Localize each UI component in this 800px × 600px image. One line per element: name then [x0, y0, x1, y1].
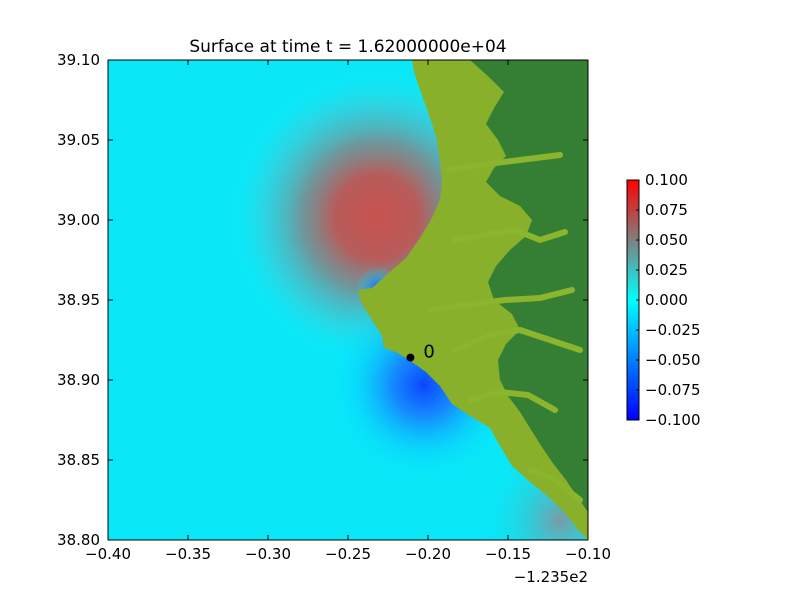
x-tick-label: −0.40 — [85, 545, 131, 563]
x-tick-label: −0.10 — [565, 545, 611, 563]
gauge-marker[interactable] — [406, 353, 415, 362]
colorbar-ticks: 0.100 0.075 0.050 0.025 0.000 −0.025 −0.050 −0.… — [636, 171, 701, 429]
x-tick-label: −0.35 — [165, 545, 211, 563]
colorbar-tick-label: 0.000 — [645, 291, 688, 309]
colorbar-tick-label: −0.025 — [645, 321, 701, 339]
land-upland — [470, 60, 588, 512]
y-tick-label: 39.00 — [57, 211, 100, 229]
colorbar-tick-label: 0.050 — [645, 231, 688, 249]
x-offset-label: −1.235e2 — [514, 568, 588, 586]
plot-area: 0 — [108, 60, 588, 540]
y-axis: 39.10 39.05 39.00 38.95 38.90 38.85 38.80 — [57, 51, 588, 549]
y-tick-label: 39.05 — [57, 131, 100, 149]
colorbar: 0.100 0.075 0.050 0.025 0.000 −0.025 −0.050 −0.… — [626, 171, 701, 429]
y-tick-label: 38.85 — [57, 451, 100, 469]
x-tick-label: −0.25 — [325, 545, 371, 563]
colorbar-tick-label: 0.025 — [645, 261, 688, 279]
x-tick-label: −0.15 — [485, 545, 531, 563]
chart-title: Surface at time t = 1.62000000e+04 — [189, 37, 506, 57]
colorbar-tick-label: 0.100 — [645, 171, 688, 189]
gauge-label: 0 — [423, 342, 434, 363]
x-axis: −0.40 −0.35 −0.30 −0.25 −0.20 −0.15 −0.10 — [85, 60, 611, 563]
y-tick-label: 38.80 — [57, 531, 100, 549]
colorbar-tick-label: −0.075 — [645, 381, 701, 399]
colorbar-tick-label: −0.100 — [645, 411, 701, 429]
y-tick-label: 38.90 — [57, 371, 100, 389]
y-tick-label: 38.95 — [57, 291, 100, 309]
colorbar-tick-label: 0.075 — [645, 201, 688, 219]
x-tick-label: −0.30 — [245, 545, 291, 563]
river-valleys — [427, 152, 583, 503]
colorbar-tick-label: −0.050 — [645, 351, 701, 369]
x-tick-label: −0.20 — [405, 545, 451, 563]
y-tick-label: 39.10 — [57, 51, 100, 69]
